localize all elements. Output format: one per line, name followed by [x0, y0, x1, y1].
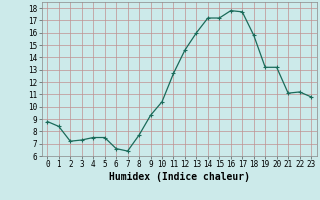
X-axis label: Humidex (Indice chaleur): Humidex (Indice chaleur) [109, 172, 250, 182]
